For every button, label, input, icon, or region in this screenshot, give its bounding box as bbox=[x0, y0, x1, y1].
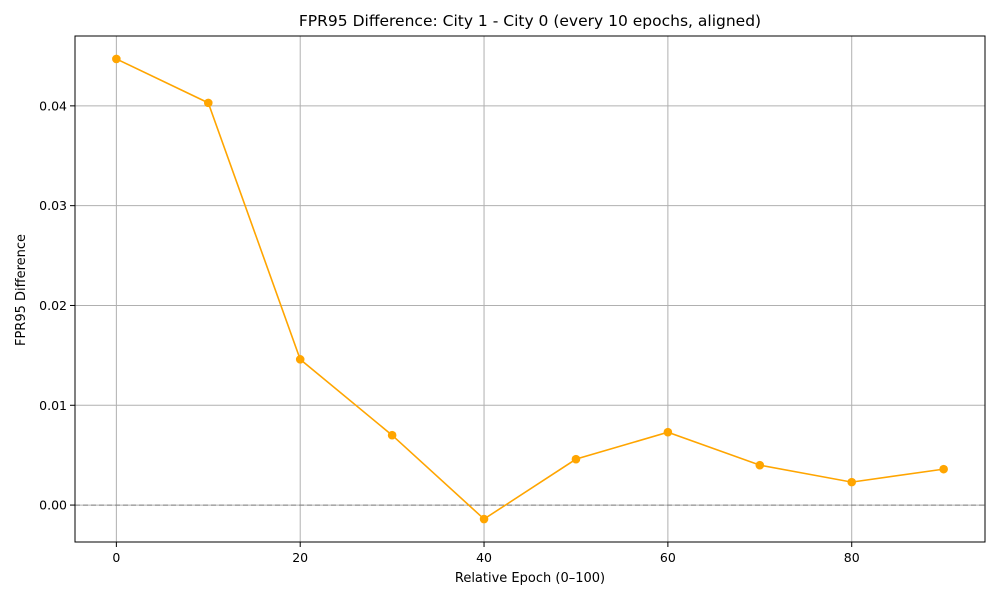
axis-ticks: 0 20 40 60 80 0.00 0.01 0.02 0.03 0.04 bbox=[39, 98, 860, 565]
data-point bbox=[479, 514, 489, 524]
series-line bbox=[116, 58, 944, 521]
data-point bbox=[112, 54, 121, 64]
data-point bbox=[203, 98, 213, 108]
grid-lines bbox=[75, 36, 985, 542]
x-tick-label: 40 bbox=[476, 550, 492, 565]
x-tick-label: 0 bbox=[112, 550, 120, 565]
x-tick-label: 60 bbox=[660, 550, 676, 565]
x-tick-label: 80 bbox=[844, 550, 860, 565]
data-point bbox=[387, 430, 397, 440]
y-tick-label: 0.03 bbox=[39, 198, 67, 213]
y-tick-label: 0.04 bbox=[39, 98, 67, 113]
series-group bbox=[112, 54, 948, 524]
data-point bbox=[571, 454, 581, 464]
y-tick-label: 0.01 bbox=[39, 398, 67, 413]
y-tick-label: 0.00 bbox=[39, 498, 67, 513]
data-point bbox=[663, 427, 673, 437]
data-point bbox=[755, 460, 765, 470]
data-point bbox=[847, 477, 857, 487]
y-axis-label: FPR95 Difference bbox=[14, 234, 29, 346]
data-point bbox=[295, 355, 305, 364]
x-axis-label: Relative Epoch (0–100) bbox=[455, 571, 605, 586]
data-point bbox=[939, 464, 948, 474]
x-tick-label: 20 bbox=[292, 550, 308, 565]
y-tick-label: 0.02 bbox=[39, 298, 67, 313]
plot-frame bbox=[74, 35, 986, 543]
chart-title: FPR95 Difference: City 1 - City 0 (every… bbox=[299, 12, 761, 30]
